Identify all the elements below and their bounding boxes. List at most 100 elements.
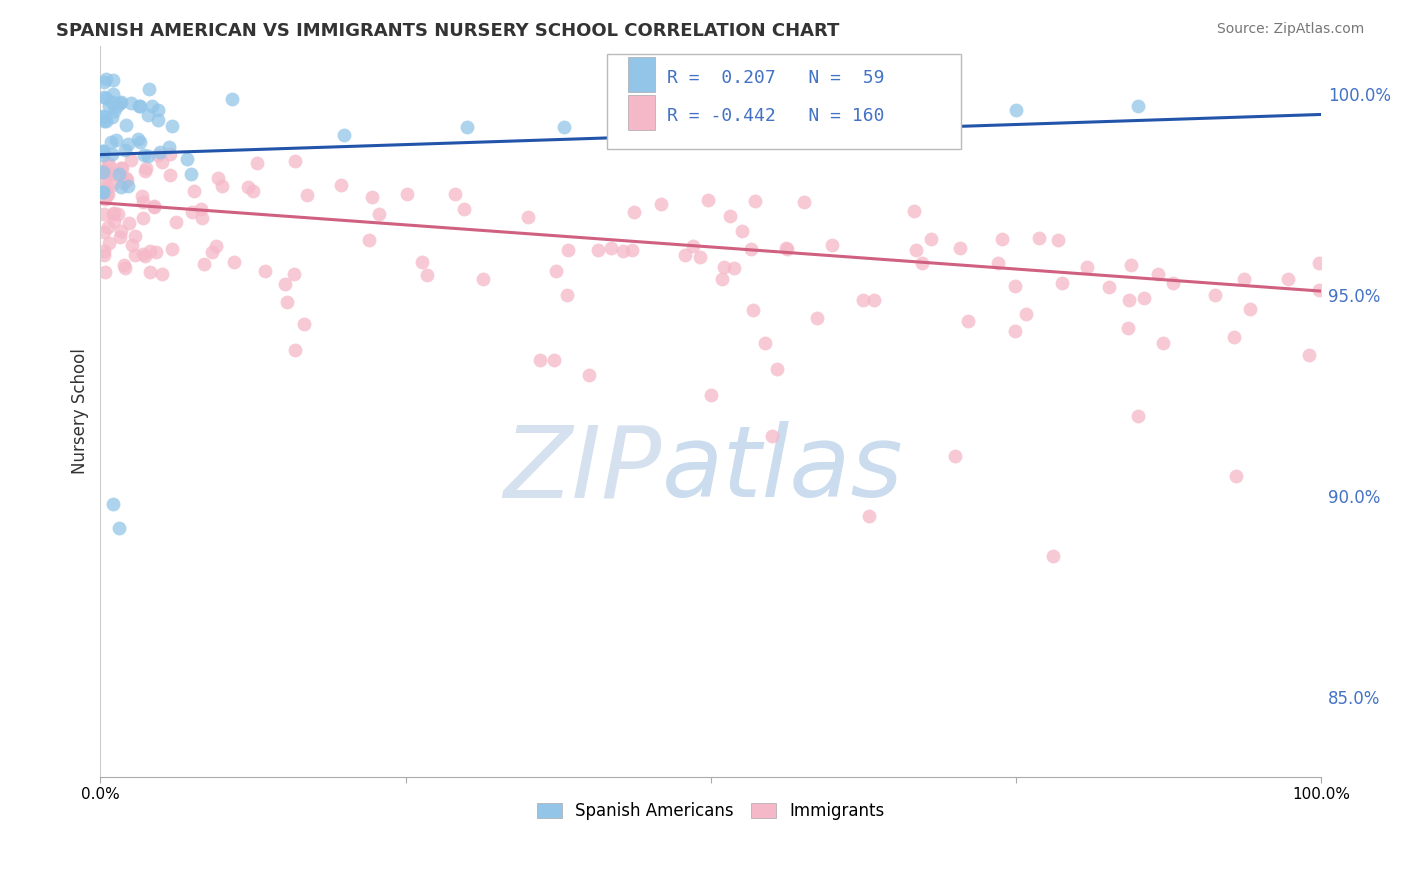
Point (852, 293, 875, 308)
Point (224, 255, 246, 269)
Point (650, 197, 672, 211)
Point (1126, 409, 1149, 423)
Point (1147, 267, 1170, 281)
Point (740, 242, 762, 256)
Point (730, 224, 752, 238)
Point (112, 258, 135, 272)
Point (96, 155, 118, 169)
Point (135, 161, 157, 176)
Point (132, 211, 155, 226)
Point (128, 98, 150, 112)
Point (775, 241, 797, 255)
Point (103, 214, 125, 228)
Point (97, 220, 120, 235)
Point (111, 161, 134, 175)
Point (1118, 293, 1140, 307)
Point (723, 261, 745, 276)
Point (987, 256, 1010, 270)
Point (201, 244, 224, 259)
Point (91, 110, 114, 124)
Text: R =  0.207   N =  59: R = 0.207 N = 59 (666, 69, 884, 87)
Point (93, 114, 115, 128)
Point (806, 311, 828, 326)
Point (112, 176, 135, 190)
Text: SPANISH AMERICAN VS IMMIGRANTS NURSERY SCHOOL CORRELATION CHART: SPANISH AMERICAN VS IMMIGRANTS NURSERY S… (56, 22, 839, 40)
Point (911, 256, 934, 270)
Point (176, 152, 198, 166)
Point (93, 163, 115, 178)
Point (766, 362, 789, 376)
Point (91, 147, 114, 161)
Point (93, 165, 115, 179)
Point (557, 288, 579, 302)
Point (139, 265, 162, 279)
Point (94, 170, 117, 185)
Point (1204, 288, 1226, 302)
Point (544, 264, 567, 278)
Point (110, 96, 132, 111)
Point (134, 164, 156, 178)
Point (97, 99, 120, 113)
Point (120, 153, 142, 168)
Point (114, 261, 136, 276)
Point (159, 168, 181, 182)
Point (557, 244, 579, 258)
Point (91, 164, 114, 178)
Point (190, 202, 212, 217)
Point (1308, 256, 1330, 270)
Point (115, 171, 138, 186)
Point (333, 128, 356, 142)
Point (292, 317, 315, 331)
Point (149, 145, 172, 159)
Point (150, 268, 173, 282)
Point (93, 90, 115, 104)
Point (1233, 271, 1256, 285)
Point (129, 99, 152, 113)
Point (416, 268, 439, 282)
Point (107, 207, 129, 221)
Point (94, 90, 117, 104)
Point (1050, 277, 1073, 291)
Point (100, 135, 122, 149)
Point (124, 248, 146, 262)
Point (246, 156, 269, 170)
Point (94, 183, 117, 197)
Point (1015, 307, 1038, 321)
Point (529, 353, 551, 368)
Point (134, 249, 156, 263)
Point (127, 132, 149, 146)
Point (553, 120, 575, 134)
Point (97, 158, 120, 172)
Point (254, 264, 277, 278)
Point (145, 244, 167, 259)
Point (586, 243, 609, 257)
Point (284, 343, 307, 357)
Point (138, 82, 160, 96)
Bar (627, 57, 655, 92)
Point (96, 113, 118, 128)
Point (159, 147, 181, 161)
Point (110, 161, 132, 176)
Point (361, 189, 384, 203)
Point (1046, 233, 1069, 247)
Point (142, 199, 165, 213)
Y-axis label: Nursery School: Nursery School (72, 349, 89, 475)
Point (623, 205, 645, 219)
Point (516, 211, 538, 225)
Point (697, 194, 720, 208)
Point (1152, 336, 1174, 351)
Point (471, 271, 494, 285)
Text: ZIP: ZIP (503, 422, 662, 518)
Point (242, 184, 264, 198)
Point (205, 239, 228, 253)
Point (118, 216, 141, 230)
Point (276, 294, 298, 309)
Point (761, 428, 783, 442)
Point (120, 95, 142, 110)
Point (193, 257, 215, 271)
Point (124, 229, 146, 244)
Point (91, 186, 114, 200)
Point (221, 92, 243, 106)
Bar (627, 95, 655, 130)
Point (956, 314, 979, 328)
